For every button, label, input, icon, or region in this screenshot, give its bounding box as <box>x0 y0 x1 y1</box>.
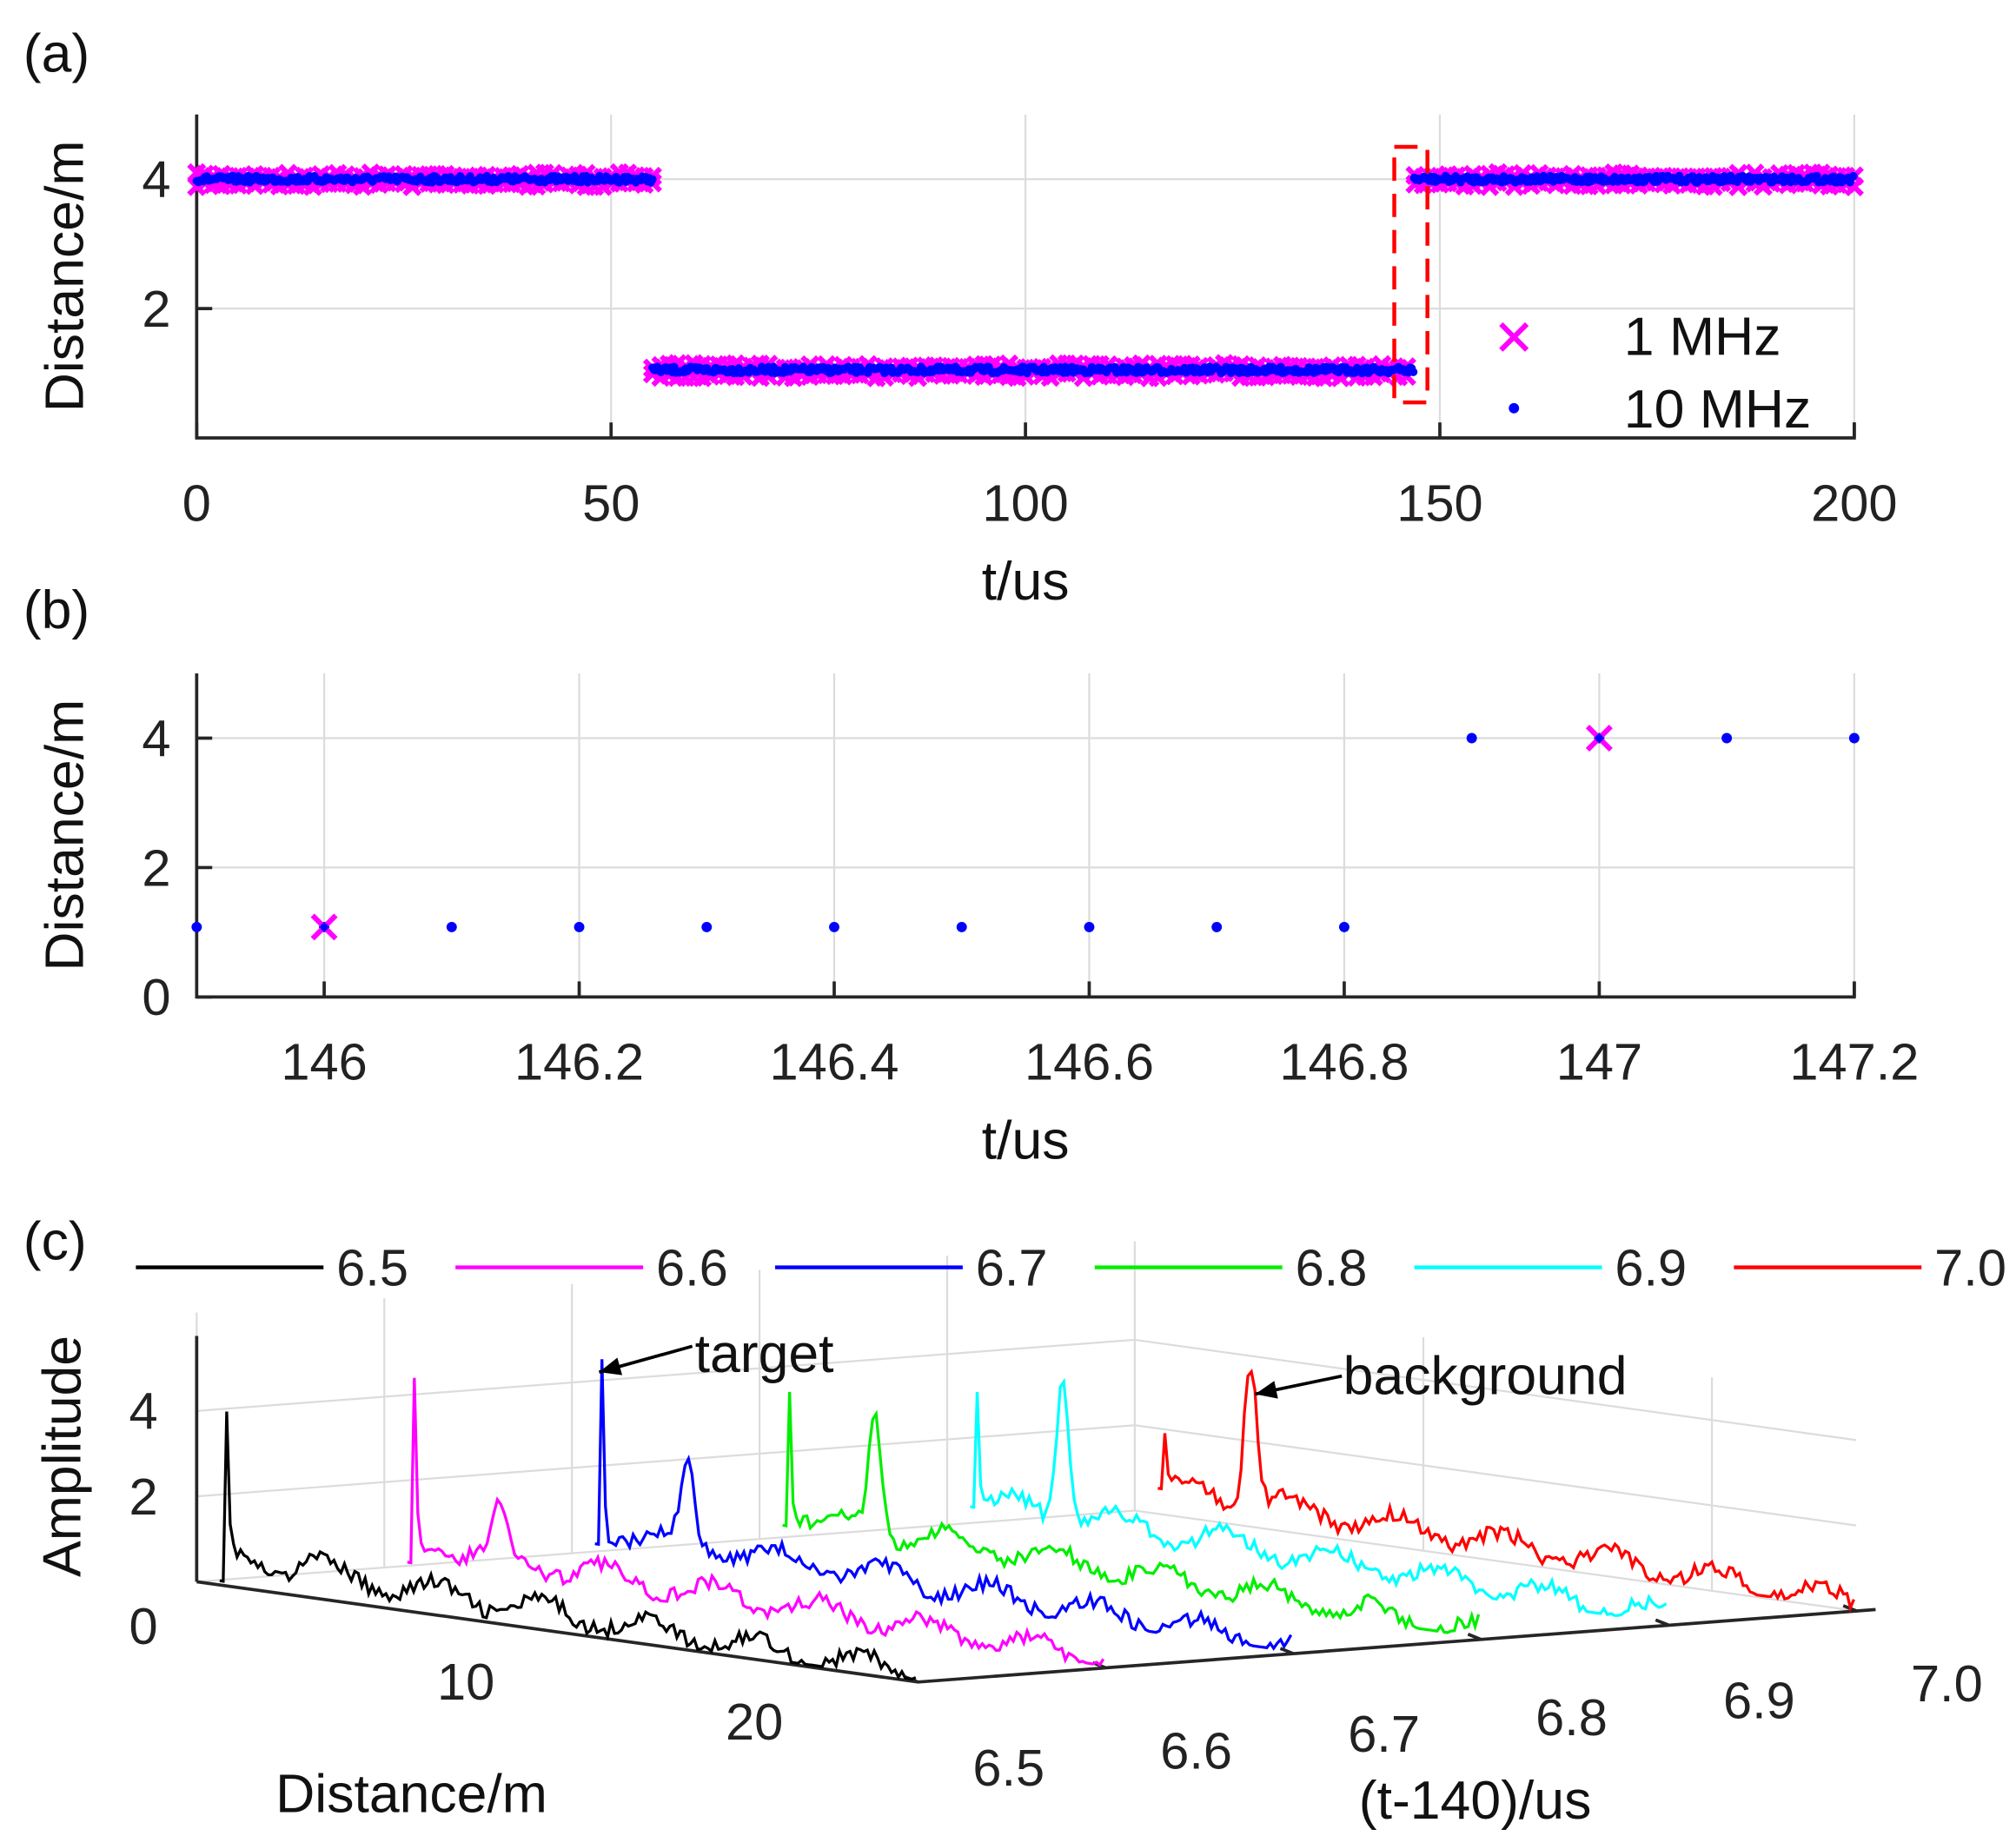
time-tick-label: 6.8 <box>1535 1688 1608 1747</box>
time-axis-label: (t-140)/us <box>1359 1770 1592 1831</box>
marker-10mhz <box>1211 921 1223 932</box>
x-tick-label: 147.2 <box>1789 1033 1919 1091</box>
series-line-6.7 <box>594 1359 1293 1651</box>
x-tick-label: 146.4 <box>769 1033 899 1091</box>
legend-marker-10mhz <box>1509 402 1520 414</box>
distance-axis-label: Distance/m <box>275 1763 547 1824</box>
back-gridline <box>196 1338 1857 1442</box>
time-tick-label: 6.6 <box>1160 1722 1232 1780</box>
marker-10mhz <box>446 921 457 932</box>
x-tick-label: 146 <box>281 1033 367 1091</box>
y-tick-label: 0 <box>142 968 170 1026</box>
time-tick <box>1655 1618 1669 1627</box>
marker-10mhz <box>829 921 839 932</box>
marker-10mhz <box>191 921 202 932</box>
background-arrowhead <box>1255 1381 1278 1399</box>
marker-10mhz <box>320 923 328 931</box>
marker-10mhz <box>956 921 967 932</box>
legend-label-10mhz: 10 MHz <box>1624 379 1811 440</box>
annotation-target: target <box>695 1323 834 1384</box>
legend-label-6.6: 6.6 <box>656 1238 728 1296</box>
legend-label-6.5: 6.5 <box>336 1238 408 1296</box>
x-axis-label: t/us <box>982 551 1070 612</box>
marker-10mhz <box>1466 732 1477 744</box>
series-line-7.0 <box>1157 1369 1855 1613</box>
legend-marker-1mhz <box>1499 321 1529 352</box>
marker-10mhz <box>1409 368 1418 376</box>
y-tick-label: 2 <box>142 280 170 338</box>
x-tick-label: 0 <box>182 474 211 532</box>
x-tick-label: 146.6 <box>1025 1033 1154 1091</box>
panel-label: (c) <box>23 1211 87 1272</box>
time-tick <box>1279 1647 1295 1655</box>
time-tick-label: 6.5 <box>972 1739 1044 1797</box>
legend-label-6.7: 6.7 <box>976 1238 1048 1296</box>
x-tick-label: 200 <box>1811 474 1897 532</box>
z-tick-label: 2 <box>129 1468 158 1526</box>
distance-tick-label: 20 <box>726 1693 783 1751</box>
y-axis-label: Distance/m <box>34 141 95 413</box>
legend-label-1mhz: 1 MHz <box>1624 307 1781 368</box>
marker-10mhz <box>574 921 585 932</box>
target-arrowhead <box>599 1357 623 1375</box>
series-line-6.8 <box>782 1391 1481 1634</box>
y-tick-label: 4 <box>142 709 170 767</box>
y-tick-label: 2 <box>142 838 170 897</box>
time-tick-label: 6.7 <box>1348 1705 1420 1763</box>
y-tick-label: 4 <box>142 150 170 209</box>
time-tick <box>1467 1632 1482 1641</box>
legend-label-6.8: 6.8 <box>1296 1238 1368 1296</box>
marker-10mhz <box>1084 921 1095 932</box>
marker-10mhz <box>1849 171 1858 181</box>
z-tick-label: 0 <box>129 1597 158 1655</box>
marker-10mhz <box>1595 734 1603 742</box>
back-gridline <box>196 1424 1857 1527</box>
series-line-6.9 <box>970 1377 1668 1617</box>
panel-b: (b) 146 146.2 146.4 146.6 146.8 147 147.2 0 2 4 t/u… <box>23 580 1920 1171</box>
time-tick-label: 7.0 <box>1911 1654 1983 1713</box>
back-gridline <box>196 1509 1857 1613</box>
marker-10mhz <box>1338 921 1350 932</box>
marker-10mhz <box>1848 732 1860 744</box>
panel-c: (c) 0 2 4 10 20 6.5 6.6 6.7 6.8 6.9 7.0 Distance/m (t… <box>23 1211 2006 1831</box>
marker-10mhz <box>701 921 713 932</box>
amplitude-axis-label: Amplitude <box>31 1336 92 1577</box>
x-tick-label: 150 <box>1396 474 1482 532</box>
legend-label-6.9: 6.9 <box>1615 1238 1687 1296</box>
panel-a: (a) 0 50 100 150 200 2 4 t/us Distance/m 1 MHz 10 M… <box>23 23 1898 613</box>
z-tick-label: 4 <box>129 1382 158 1441</box>
x-tick-label: 100 <box>982 474 1068 532</box>
time-tick-label: 6.9 <box>1723 1672 1795 1730</box>
x-tick-label: 146.2 <box>514 1033 644 1091</box>
x-tick-label: 147 <box>1556 1033 1642 1091</box>
panel-label: (a) <box>23 23 90 84</box>
zoom-region-box <box>1392 144 1429 405</box>
panel-label: (b) <box>23 580 90 640</box>
x-tick-label: 50 <box>582 474 640 532</box>
x-tick-label: 146.8 <box>1279 1033 1409 1091</box>
axes-lines <box>195 114 1856 440</box>
series-line-6.5 <box>219 1411 917 1681</box>
series-line-6.6 <box>407 1377 1105 1667</box>
x-axis-label: t/us <box>982 1110 1070 1170</box>
axes-lines <box>195 673 1856 999</box>
marker-10mhz <box>648 175 657 184</box>
marker-10mhz <box>1721 732 1733 744</box>
annotation-background: background <box>1343 1345 1628 1406</box>
y-axis-label: Distance/m <box>34 699 95 971</box>
distance-tick-label: 10 <box>437 1653 494 1711</box>
legend-label-7.0: 7.0 <box>1934 1238 2006 1296</box>
